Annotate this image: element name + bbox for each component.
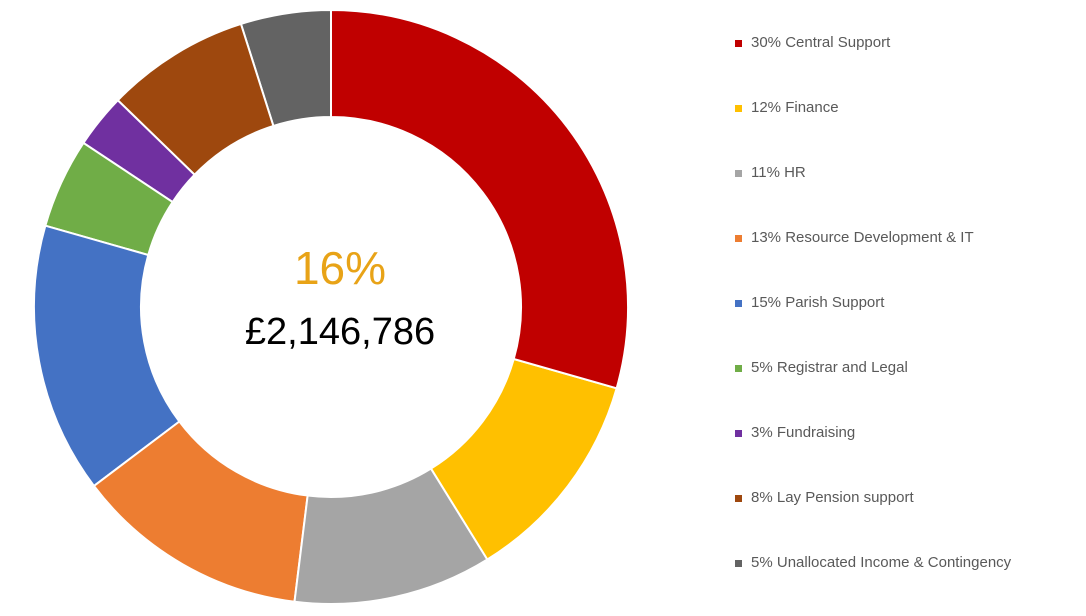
legend-swatch (735, 560, 742, 567)
legend-label: Fundraising (776, 424, 856, 441)
legend-label: Finance (785, 99, 839, 116)
legend-entry: 13% Resource Development & IT (735, 227, 1051, 249)
legend-value: 30% (751, 34, 782, 51)
legend-swatch (735, 365, 742, 372)
legend-value: 8% (751, 489, 773, 506)
legend-swatch (735, 495, 742, 502)
legend-label: Parish Support (785, 294, 885, 311)
legend-label: Resource Development & IT (785, 229, 974, 246)
legend-entry: 12% Finance (735, 97, 1051, 119)
legend-swatch (735, 235, 742, 242)
legend-entry: 5% Unallocated Income & Contingency (735, 552, 1051, 574)
legend-label: Unallocated Income & Contingency (776, 554, 1012, 571)
legend-value: 13% (751, 229, 782, 246)
legend-swatch (735, 300, 742, 307)
legend-swatch (735, 170, 742, 177)
legend-label: Central Support (785, 34, 891, 51)
legend-entry: 11% HR (735, 162, 1051, 184)
legend-swatch (735, 430, 742, 437)
legend-label: HR (784, 164, 806, 181)
legend-value: 5% (751, 554, 773, 571)
legend-label: Lay Pension support (776, 489, 914, 506)
legend-swatch (735, 40, 742, 47)
legend-entry: 3% Fundraising (735, 422, 1051, 444)
donut-slice (92, 420, 309, 603)
legend-entry: 15% Parish Support (735, 292, 1051, 314)
donut-slice (33, 224, 181, 488)
legend-label: Registrar and Legal (776, 359, 908, 376)
center-percentage: 16% (294, 242, 386, 294)
donut-slice (293, 467, 489, 605)
center-value: £2,146,786 (245, 311, 435, 353)
legend-entry: 30% Central Support (735, 32, 1051, 54)
donut-slice (429, 357, 618, 561)
legend-value: 12% (751, 99, 782, 116)
legend-entry: 8% Lay Pension support (735, 487, 1051, 509)
legend-swatch (735, 105, 742, 112)
legend-value: 5% (751, 359, 773, 376)
legend-value: 15% (751, 294, 782, 311)
donut-slice (82, 98, 197, 204)
legend-entry: 5% Registrar and Legal (735, 357, 1051, 379)
legend-value: 3% (751, 424, 773, 441)
legend-value: 11% (751, 164, 780, 181)
legend: 30% Central Support 12% Finance 11% HR 13% … (735, 0, 1075, 616)
donut-slice (44, 141, 175, 257)
chart: 16% £2,146,786 (33, 8, 629, 605)
donut-slice (330, 8, 629, 390)
